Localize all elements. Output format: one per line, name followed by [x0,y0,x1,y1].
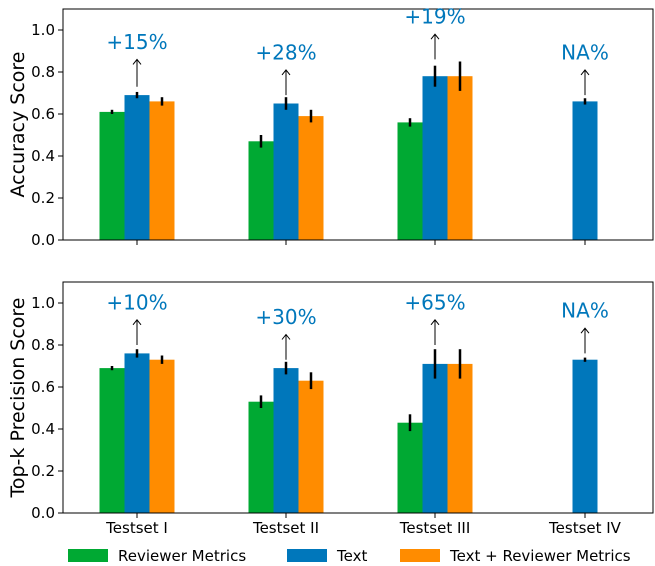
legend-label: Text [336,547,367,565]
annotation-label: +30% [255,305,316,329]
bar-reviewer-metrics-1 [99,368,125,513]
y-tick-label: 0.6 [31,378,55,396]
annotation-label: +19% [404,5,465,29]
legend-swatch [400,549,440,562]
bar-text-2 [273,103,299,240]
annotation-label: +15% [106,30,167,54]
annotation-label: +28% [255,40,316,64]
x-tick-label: Testset I [105,519,168,537]
bar-reviewer-metrics-1 [99,111,125,241]
axes-frame-2 [62,281,654,514]
bar-reviewer-metrics-3 [397,122,423,240]
bar-text-4 [572,101,598,241]
y-axis-label: Accuracy Score [7,52,29,198]
bar-text-reviewer-metrics-2 [298,116,324,240]
y-tick-label: 0.2 [31,462,55,480]
y-tick-label: 0.0 [31,231,55,249]
annotation-label: NA% [561,299,609,323]
y-tick-label: 0.0 [31,504,55,522]
legend-label: Text + Reviewer Metrics [449,547,631,565]
x-tick-label: Testset II [252,519,319,537]
axes-frame-1 [62,8,654,241]
bar-text-3 [422,363,448,513]
y-tick-label: 1.0 [31,21,55,39]
y-tick-label: 0.4 [31,420,55,438]
annotation-label: NA% [561,40,609,64]
y-tick-label: 1.0 [31,294,55,312]
bar-text-reviewer-metrics-3 [447,76,473,240]
y-axis-label: Top-k Precision Score [7,298,29,499]
bar-text-3 [422,76,448,240]
x-tick-label: Testset IV [548,519,622,537]
bar-reviewer-metrics-2 [248,141,274,240]
legend-label: Reviewer Metrics [118,547,246,565]
bar-text-2 [273,368,299,513]
legend-swatch [287,549,327,562]
bar-reviewer-metrics-3 [397,422,423,513]
annotation-label: +10% [106,290,167,314]
y-tick-label: 0.8 [31,63,55,81]
bar-text-reviewer-metrics-2 [298,380,324,513]
bar-text-reviewer-metrics-1 [149,101,175,241]
bar-text-reviewer-metrics-1 [149,359,175,513]
y-tick-label: 0.4 [31,147,55,165]
bar-reviewer-metrics-2 [248,401,274,513]
y-tick-label: 0.8 [31,336,55,354]
annotation-label: +65% [404,290,465,314]
legend-swatch [68,549,108,562]
y-tick-label: 0.6 [31,105,55,123]
bar-text-4 [572,359,598,513]
bar-text-1 [124,353,150,513]
bar-text-1 [124,95,150,240]
y-tick-label: 0.2 [31,189,55,207]
bar-text-reviewer-metrics-3 [447,363,473,513]
x-tick-label: Testset III [399,519,471,537]
